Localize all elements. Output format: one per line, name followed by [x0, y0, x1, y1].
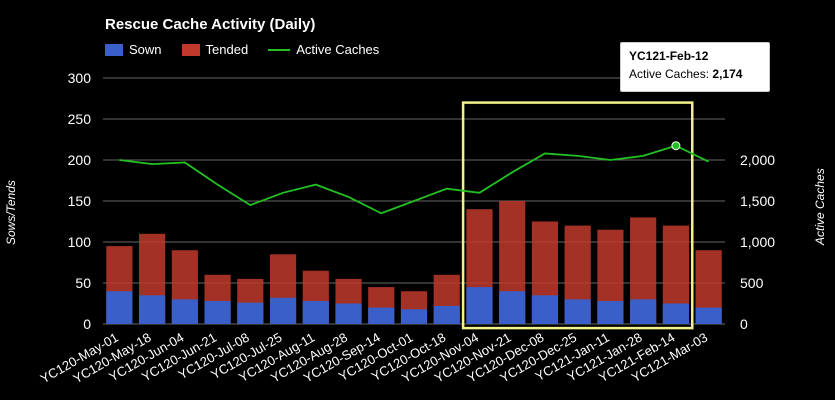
- bar-sown: [630, 299, 657, 324]
- bar-sown: [564, 299, 591, 324]
- tooltip: YC121-Feb-12 Active Caches: 2,174: [620, 42, 770, 92]
- bar-sown: [237, 302, 264, 324]
- tooltip-date: YC121-Feb-12: [629, 49, 709, 63]
- sown-swatch: [105, 43, 123, 56]
- y-left-tick-label: 200: [68, 152, 92, 168]
- y-axis-right-label: Active Caches: [813, 168, 827, 245]
- bar-sown: [204, 301, 231, 324]
- bar-sown: [269, 297, 297, 324]
- tooltip-label: Active Caches:: [629, 67, 710, 81]
- legend-label-sown: Sown: [129, 42, 162, 57]
- y-left-tick-label: 0: [83, 316, 91, 332]
- y-right-tick-label: 2,000: [740, 152, 775, 168]
- highlight-box: [461, 101, 694, 330]
- bar-sown: [400, 309, 428, 324]
- series-line-active-caches: [119, 144, 710, 215]
- legend-item-active[interactable]: Active Caches: [268, 42, 379, 57]
- legend-label-tended: Tended: [205, 42, 249, 57]
- bar-sown: [139, 295, 166, 324]
- active-swatch: [268, 48, 291, 51]
- y-left-tick-label: 250: [68, 111, 92, 127]
- y-axis-left-label: Sows/Tends: [4, 180, 18, 245]
- y-left-tick-label: 100: [68, 234, 92, 250]
- bar-sown: [695, 307, 722, 324]
- y-left-tick-label: 50: [75, 275, 91, 291]
- chart-title: Rescue Cache Activity (Daily): [105, 16, 316, 33]
- tooltip-row: Active Caches: 2,174: [629, 65, 761, 83]
- bar-sown: [597, 301, 624, 324]
- bar-sown: [335, 303, 362, 324]
- y-left-tick-label: 150: [68, 193, 92, 209]
- legend-label-active: Active Caches: [296, 42, 380, 57]
- bar-sown: [499, 291, 526, 324]
- legend-item-tended[interactable]: Tended: [181, 42, 249, 57]
- y-right-tick-label: 500: [740, 275, 764, 291]
- y-left-tick-label: 300: [68, 70, 92, 86]
- legend: Sown Tended Active Caches: [105, 42, 399, 57]
- tended-swatch: [181, 43, 200, 56]
- bar-sown: [368, 307, 395, 324]
- y-right-tick-label: 1,500: [740, 193, 775, 209]
- bar-sown: [662, 303, 689, 324]
- tooltip-value: 2,174: [712, 67, 743, 81]
- line-marker-highlight: [671, 141, 681, 151]
- legend-item-sown[interactable]: Sown: [105, 42, 162, 57]
- bar-sown: [171, 299, 198, 324]
- bar-sown: [466, 287, 493, 324]
- bar-sown: [106, 291, 133, 324]
- bar-sown: [433, 305, 460, 324]
- y-right-tick-label: 0: [740, 316, 748, 332]
- bar-sown: [302, 301, 329, 324]
- y-right-tick-label: 1,000: [740, 234, 775, 250]
- bar-sown: [531, 295, 559, 324]
